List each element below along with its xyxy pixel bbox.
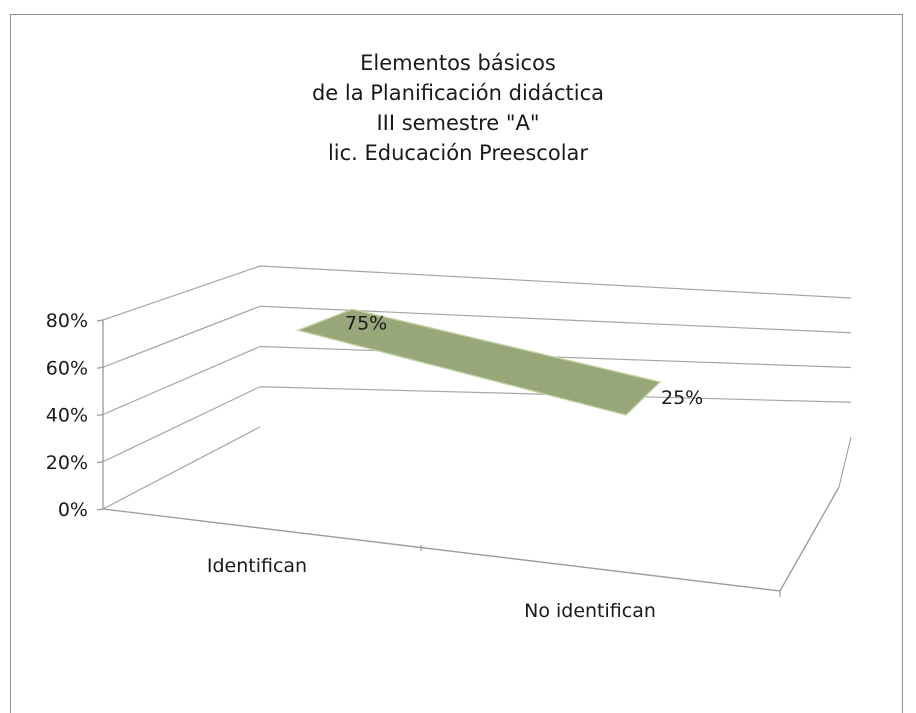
y-tick-label: 40% <box>46 405 88 427</box>
back-wall-gridline <box>259 265 852 299</box>
data-label: 25% <box>661 387 703 409</box>
axes <box>102 320 852 597</box>
category-labels: Identifican No identifican <box>207 555 656 622</box>
series-layer <box>295 308 662 416</box>
category-label: No identifican <box>524 600 656 622</box>
y-tick-mark <box>96 413 104 417</box>
y-tick-mark <box>96 319 104 322</box>
side-wall-gridline <box>102 426 261 510</box>
chart-title: Elementos básicos de la Planificación di… <box>0 48 916 168</box>
y-tick-label: 80% <box>46 310 88 332</box>
chart-title-line-2: de la Planificación didáctica <box>311 81 605 105</box>
data-labels: 75% 25% <box>345 312 703 409</box>
y-tick-label: 0% <box>58 499 88 521</box>
y-tick-mark <box>96 508 104 511</box>
y-tick-labels: 0% 20% 40% 60% 80% <box>46 310 88 521</box>
y-tick-label: 60% <box>46 357 88 379</box>
gridlines <box>96 265 852 511</box>
category-label: Identifican <box>207 555 307 577</box>
floor-back-right-edge <box>838 436 852 488</box>
y-tick-mark <box>96 461 104 464</box>
series-ribbon <box>295 308 662 416</box>
side-wall-gridline <box>102 305 261 368</box>
data-label: 75% <box>345 312 387 334</box>
chart-title-line-3: III semestre "A" <box>376 111 540 135</box>
floor-front-edge <box>102 508 781 592</box>
chart-title-line-4: lic. Educación Preescolar <box>327 141 589 165</box>
side-wall-gridline <box>102 265 261 321</box>
floor-right-edge <box>779 486 840 592</box>
side-wall-gridline <box>102 386 261 463</box>
y-tick-mark <box>96 366 104 369</box>
y-tick-label: 20% <box>46 452 88 474</box>
side-wall-gridline <box>102 345 261 416</box>
chart-title-line-1: Elementos básicos <box>360 51 556 75</box>
